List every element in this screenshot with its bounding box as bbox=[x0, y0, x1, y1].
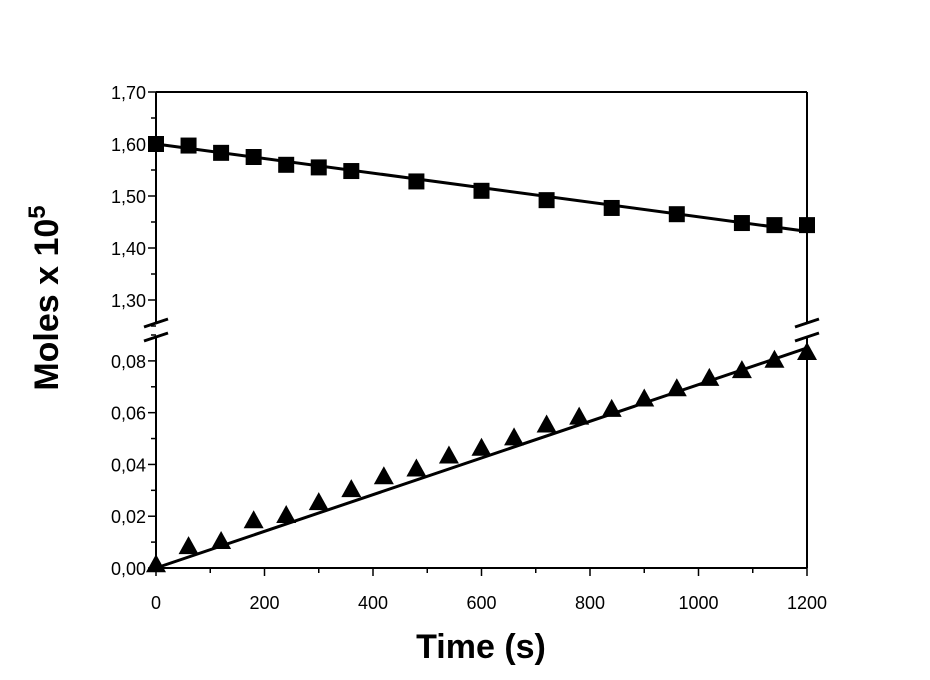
x-tick-label: 1200 bbox=[787, 593, 827, 613]
square-marker bbox=[538, 192, 555, 209]
triangle-marker bbox=[699, 367, 720, 386]
square-marker bbox=[180, 137, 197, 154]
x-tick-label: 1000 bbox=[678, 593, 718, 613]
y-lower-tick-label: 0,04 bbox=[111, 455, 146, 475]
square-marker bbox=[343, 163, 360, 180]
triangle-marker bbox=[569, 406, 590, 425]
plot-frame bbox=[143, 91, 820, 569]
right-axis-break-mark-2 bbox=[794, 331, 820, 343]
triangle-series-fit-line bbox=[155, 346, 808, 570]
fit-lines bbox=[155, 142, 808, 570]
triangle-marker bbox=[243, 510, 264, 529]
y-upper-tick-label: 1,40 bbox=[111, 239, 146, 259]
triangle-marker bbox=[536, 414, 557, 433]
left-axis-break-mark-2 bbox=[143, 331, 169, 343]
triangle-marker bbox=[438, 445, 459, 464]
square-marker bbox=[733, 215, 750, 232]
square-marker bbox=[473, 182, 490, 199]
y-axis-title: Moles x 105 bbox=[24, 205, 67, 390]
y-lower-tick-label: 0,08 bbox=[111, 352, 146, 372]
square-marker bbox=[213, 144, 230, 161]
square-marker bbox=[799, 217, 815, 234]
y-upper-tick-label: 1,60 bbox=[111, 135, 146, 155]
triangle-marker bbox=[471, 437, 492, 456]
triangle-marker bbox=[211, 530, 232, 549]
triangle-marker bbox=[634, 388, 655, 407]
triangle-marker bbox=[797, 341, 817, 360]
y-upper-tick-label: 1,50 bbox=[111, 187, 146, 207]
right-axis-break-mark-1 bbox=[794, 317, 820, 329]
x-tick-label: 0 bbox=[151, 593, 161, 613]
y-upper-tick-label: 1,30 bbox=[111, 291, 146, 311]
triangle-marker bbox=[276, 505, 297, 524]
x-tick-label: 200 bbox=[249, 593, 279, 613]
data-markers bbox=[146, 136, 817, 573]
y-lower-tick-label: 0,06 bbox=[111, 404, 146, 424]
square-marker bbox=[668, 206, 685, 223]
triangle-marker bbox=[601, 398, 622, 417]
triangle-marker bbox=[764, 349, 785, 368]
square-marker bbox=[408, 173, 425, 190]
y-lower-tick-label: 0,02 bbox=[111, 507, 146, 527]
triangle-marker bbox=[308, 492, 329, 511]
square-marker bbox=[148, 136, 164, 152]
x-tick-label: 400 bbox=[358, 593, 388, 613]
y-upper-tick-label: 1,70 bbox=[111, 83, 146, 103]
triangle-marker bbox=[341, 479, 362, 498]
square-marker bbox=[766, 217, 783, 234]
triangle-marker bbox=[406, 458, 427, 477]
square-marker bbox=[603, 199, 620, 216]
y-lower-tick-label: 0,00 bbox=[111, 559, 146, 579]
x-tick-label: 800 bbox=[575, 593, 605, 613]
square-marker bbox=[245, 149, 262, 165]
triangle-marker bbox=[666, 378, 687, 397]
square-marker bbox=[310, 159, 327, 176]
triangle-marker bbox=[373, 466, 394, 485]
left-axis-break-mark-1 bbox=[143, 317, 169, 329]
triangle-marker bbox=[146, 554, 166, 573]
x-tick-label: 600 bbox=[466, 593, 496, 613]
triangle-marker bbox=[504, 427, 525, 446]
square-marker bbox=[278, 156, 295, 173]
x-axis-title: Time (s) bbox=[416, 628, 546, 666]
tick-labels: 0 200 400 600 800 1000 1200 1,30 1,40 1,50 1,60 1,7… bbox=[111, 83, 827, 613]
triangle-marker bbox=[178, 536, 199, 555]
triangle-marker bbox=[731, 360, 752, 379]
y-axis-title-text: Moles x 10 bbox=[28, 219, 66, 391]
y-axis-title-exponent: 5 bbox=[24, 205, 51, 218]
